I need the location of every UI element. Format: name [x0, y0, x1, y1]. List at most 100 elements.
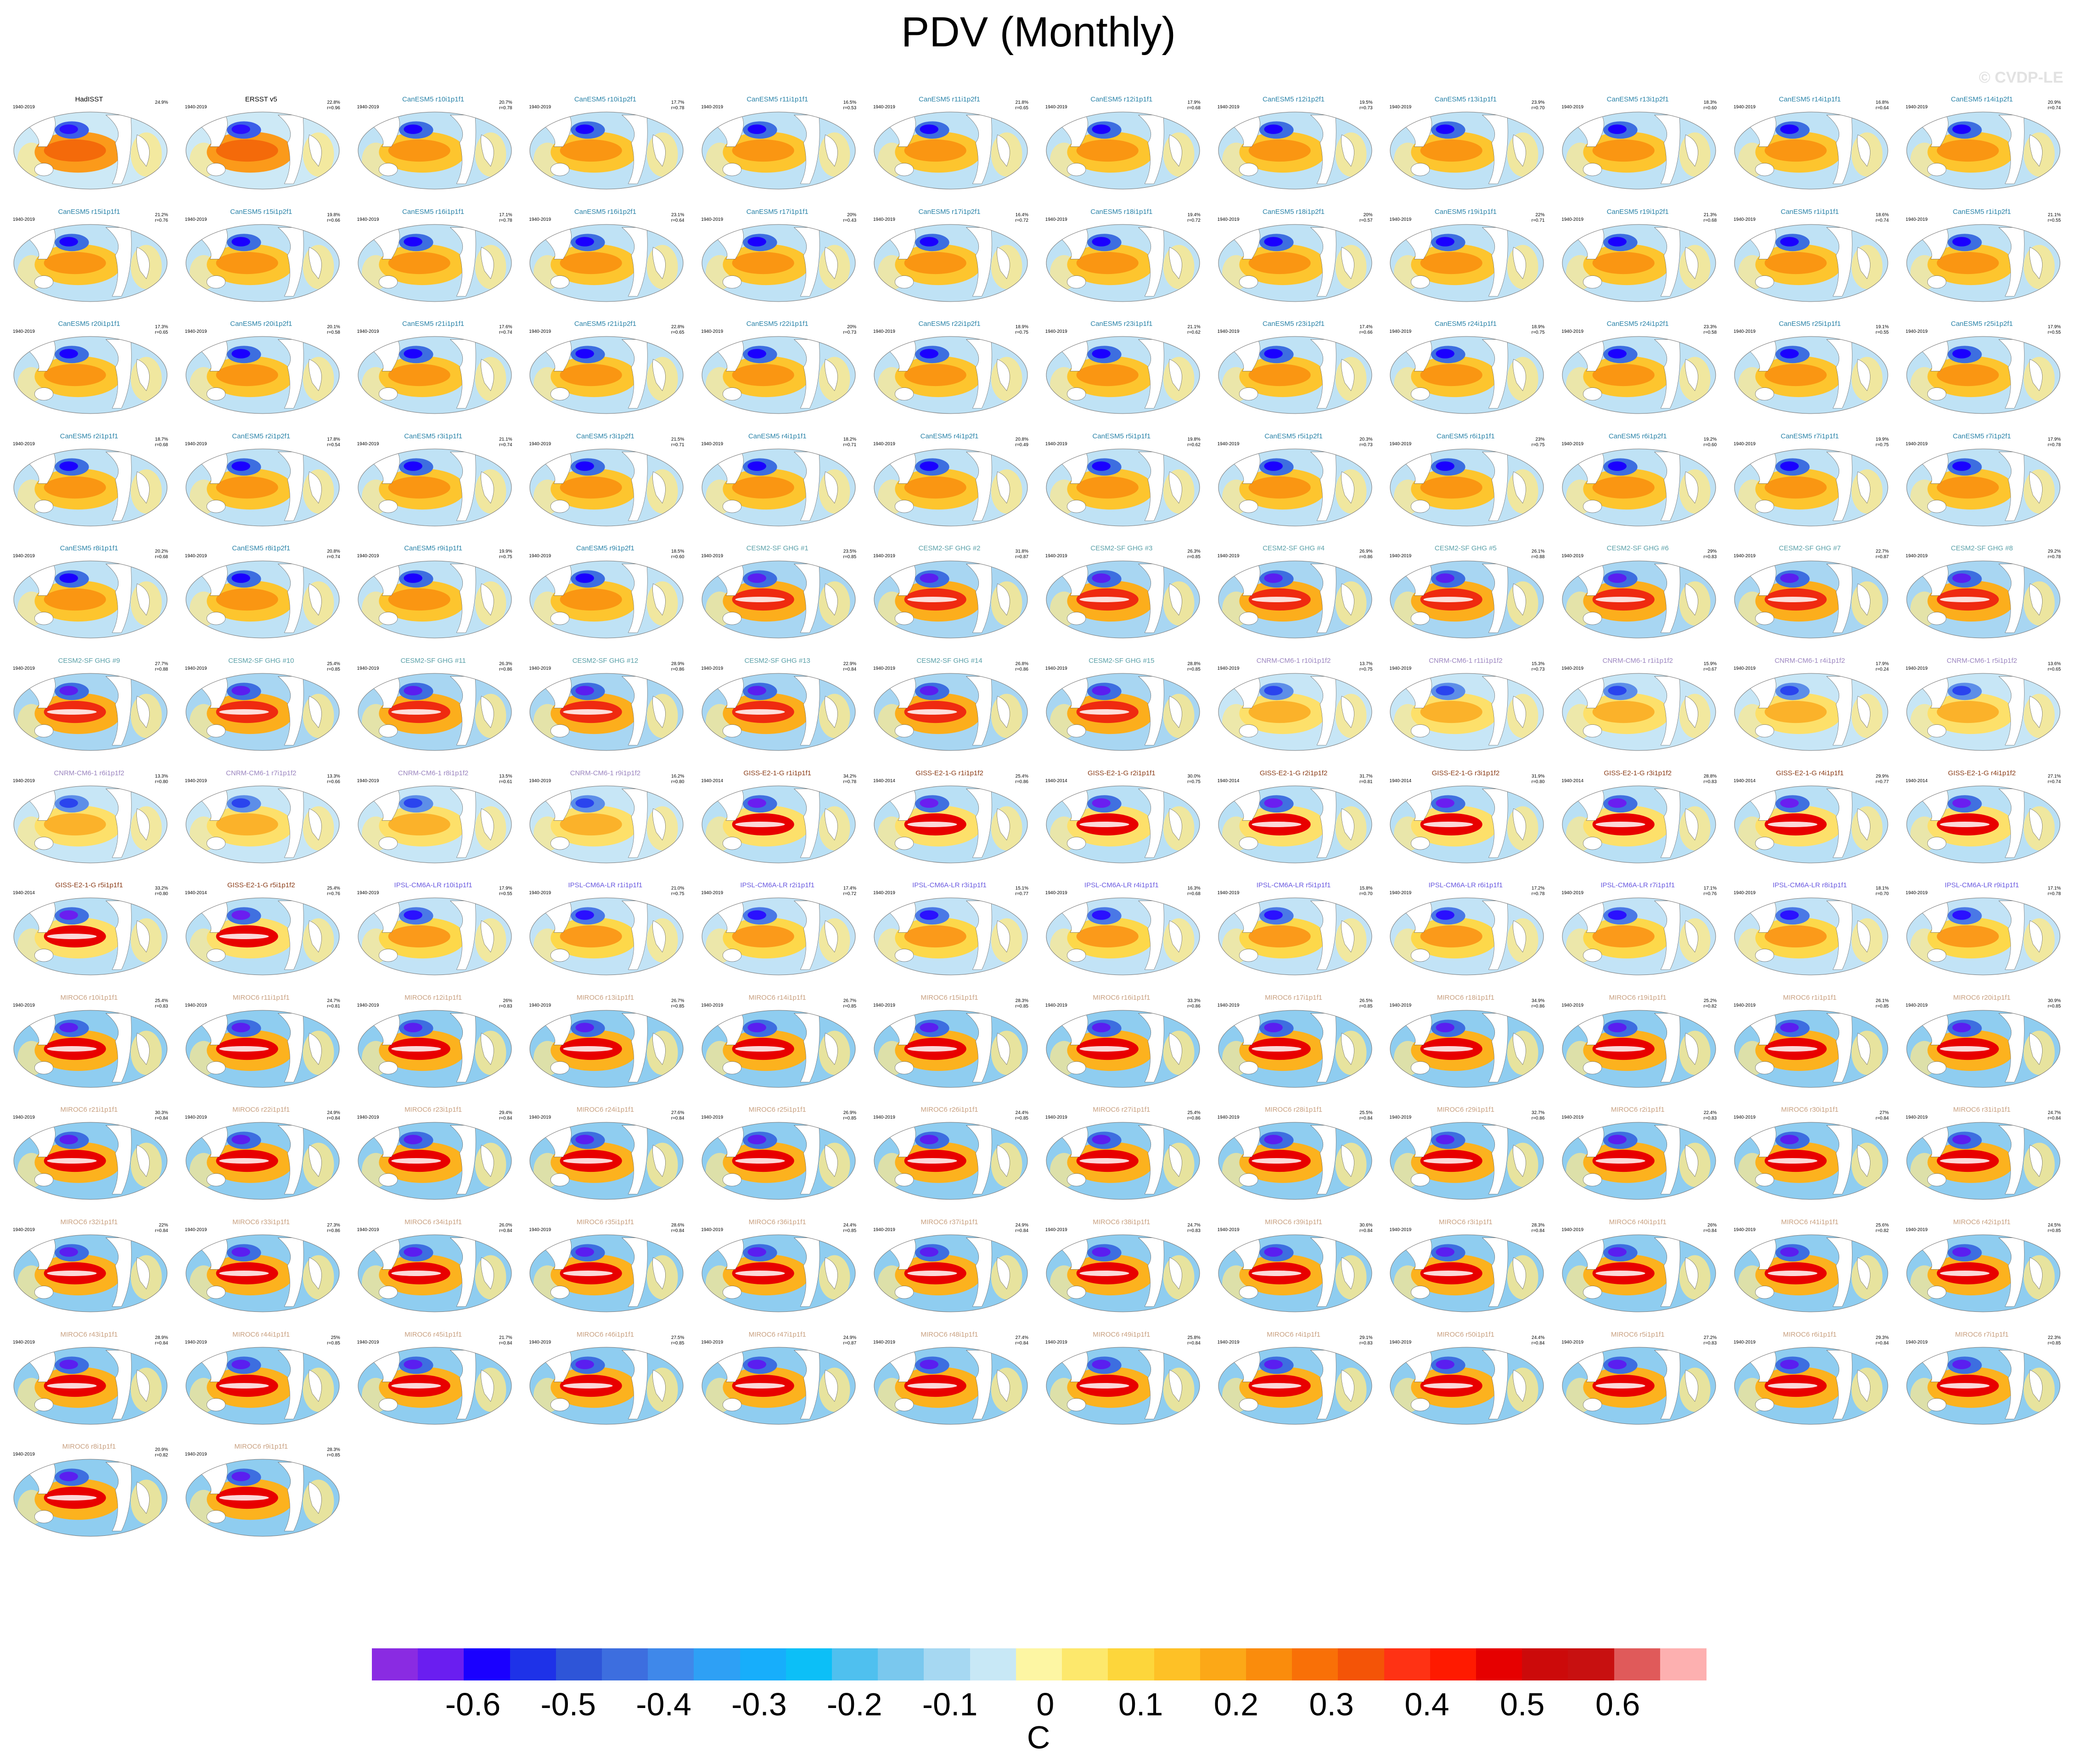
panel-variance-pct: 18.9%	[1015, 325, 1028, 330]
map-panel: CanESM5 r10i1p2f1 1940-2019 17.7% r=0.78	[522, 95, 688, 206]
map-panel: MIROC6 r7i1p1f1 1940-2019 22.3% r=0.85	[1899, 1331, 2065, 1441]
panel-pattern-correlation: r=0.87	[843, 1340, 857, 1346]
panel-pattern-correlation: r=0.84	[1531, 1228, 1545, 1233]
map-panel: CNRM-CM6-1 r11i1p1f2 1940-2019 15.3% r=0.73	[1383, 657, 1548, 767]
panel-period: 1940-2019	[1561, 1339, 1584, 1345]
panel-variance-pct: 22.7%	[1875, 549, 1889, 554]
panel-period: 1940-2019	[1217, 1115, 1240, 1120]
panel-variance-pct: 24.7%	[1187, 1223, 1201, 1228]
panel-title: CESM2-SF GHG #6	[1606, 544, 1669, 553]
panel-pattern-correlation: r=0.85	[1359, 1003, 1373, 1009]
panel-variance-pct: 25%	[331, 1335, 340, 1340]
panel-title: MIROC6 r33i1p1f1	[232, 1218, 290, 1226]
panel-title: MIROC6 r13i1p1f1	[576, 993, 634, 1002]
map-panel: CESM2-SF GHG #12 1940-2019 28.9% r=0.86	[522, 657, 688, 767]
panel-period: 1940-2019	[1045, 441, 1067, 447]
map-panel: MIROC6 r13i1p1f1 1940-2019 26.7% r=0.85	[522, 994, 688, 1104]
panel-period: 1940-2019	[1389, 554, 1412, 559]
sst-pattern-map	[874, 1234, 1028, 1312]
panel-pattern-correlation: r=0.84	[1875, 1116, 1889, 1121]
panel-pattern-correlation: r=0.80	[1531, 779, 1545, 784]
panel-period: 1940-2019	[1734, 329, 1756, 335]
panel-period: 1940-2019	[1389, 105, 1412, 110]
map-panel: CESM2-SF GHG #13 1940-2019 22.9% r=0.84	[695, 657, 860, 767]
panel-title: IPSL-CM6A-LR r5i1p1f1	[1256, 881, 1331, 890]
panel-pattern-correlation: r=0.84	[499, 1340, 512, 1346]
sst-pattern-map	[1906, 1234, 2060, 1312]
colorbar-segment	[694, 1648, 741, 1680]
panel-period: 1940-2019	[1389, 1115, 1412, 1120]
panel-title: CanESM5 r12i1p2f1	[1263, 95, 1325, 103]
panel-period: 1940-2014	[873, 778, 895, 784]
colorbar-tick-label: 0.1	[1118, 1686, 1163, 1722]
panel-title: CNRM-CM6-1 r1i1p1f2	[1602, 657, 1673, 665]
panel-pattern-correlation: r=0.84	[843, 667, 857, 672]
map-panel: MIROC6 r32i1p1f1 1940-2019 22% r=0.84	[6, 1218, 172, 1328]
panel-pattern-correlation: r=0.85	[671, 1003, 685, 1009]
panel-title: CanESM5 r3i1p1f1	[404, 432, 462, 440]
colorbar-segment	[510, 1648, 556, 1680]
panel-period: 1940-2019	[1045, 1115, 1067, 1120]
panel-pattern-correlation: r=0.82	[1875, 1228, 1889, 1233]
panel-title: IPSL-CM6A-LR r6i1p1f1	[1428, 881, 1503, 890]
panel-pattern-correlation: r=0.57	[1359, 218, 1373, 223]
panel-period: 1940-2019	[1905, 1227, 1928, 1232]
sst-pattern-map	[1734, 336, 1888, 414]
panel-period: 1940-2019	[357, 1227, 379, 1232]
panel-pattern-correlation: r=0.75	[1531, 442, 1545, 448]
sst-pattern-map	[702, 112, 856, 190]
panel-pattern-correlation: r=0.54	[327, 442, 340, 448]
sst-pattern-map	[1218, 1347, 1372, 1425]
panel-period: 1940-2019	[357, 554, 379, 559]
map-panel: CESM2-SF GHG #6 1940-2019 29% r=0.83	[1555, 544, 1720, 655]
panel-pattern-correlation: r=0.72	[1187, 218, 1201, 223]
panel-period: 1940-2019	[1389, 1339, 1412, 1345]
map-panel: CanESM5 r1i1p2f1 1940-2019 21.1% r=0.55	[1899, 208, 2065, 318]
panel-title: MIROC6 r24i1p1f1	[576, 1106, 634, 1114]
colorbar-segment	[1292, 1648, 1338, 1680]
panel-pattern-correlation: r=0.78	[2048, 554, 2061, 560]
colorbar-tick-label: 0.5	[1500, 1686, 1545, 1722]
panel-title: CESM2-SF GHG #3	[1090, 544, 1153, 553]
panel-pattern-correlation: r=0.78	[499, 106, 512, 111]
sst-pattern-map	[13, 897, 168, 975]
colorbar-segment	[1154, 1648, 1201, 1680]
panel-period: 1940-2019	[529, 890, 551, 896]
panel-period: 1940-2014	[701, 778, 724, 784]
panel-title: CanESM5 r17i1p2f1	[918, 207, 981, 216]
panel-title: CanESM5 r10i1p2f1	[574, 95, 636, 103]
map-panel: GISS-E2-1-G r2i1p1f2 1940-2014 31.7% r=0.81	[1211, 769, 1376, 879]
panel-title: MIROC6 r41i1p1f1	[1781, 1218, 1839, 1226]
panel-title: CanESM5 r10i1p1f1	[402, 95, 465, 103]
panel-period: 1940-2019	[1905, 666, 1928, 671]
panel-period: 1940-2019	[1734, 1002, 1756, 1008]
panel-variance-pct: 18.7%	[155, 437, 168, 442]
map-panel: MIROC6 r33i1p1f1 1940-2019 27.3% r=0.86	[179, 1218, 344, 1328]
panel-variance-pct: 25.5%	[1359, 1110, 1373, 1116]
sst-pattern-map	[1218, 336, 1372, 414]
map-panel: HadISST 1940-2019 24.9%	[6, 95, 172, 206]
panel-period: 1940-2019	[873, 217, 895, 222]
sst-pattern-map	[1390, 112, 1544, 190]
map-panel: CanESM5 r3i1p2f1 1940-2019 21.5% r=0.71	[522, 432, 688, 543]
sst-pattern-map	[1218, 1234, 1372, 1312]
map-panel: IPSL-CM6A-LR r6i1p1f1 1940-2019 17.2% r=0.7…	[1383, 881, 1548, 991]
panel-pattern-correlation: r=0.68	[155, 442, 168, 448]
sst-pattern-map	[1906, 1122, 2060, 1200]
panel-period: 1940-2019	[1045, 1339, 1067, 1345]
panel-variance-pct: 28.8%	[1187, 661, 1201, 666]
panel-variance-pct: 20.9%	[155, 1447, 168, 1453]
panel-variance-pct: 13.3%	[155, 773, 168, 779]
panel-title: MIROC6 r45i1p1f1	[404, 1330, 462, 1338]
panel-period: 1940-2019	[185, 1002, 207, 1008]
panel-title: MIROC6 r5i1p1f1	[1611, 1330, 1665, 1338]
panel-title: CanESM5 r15i1p1f1	[58, 207, 120, 216]
panel-period: 1940-2019	[357, 778, 379, 784]
map-panel: CanESM5 r16i1p2f1 1940-2019 23.1% r=0.64	[522, 208, 688, 318]
panel-variance-pct: 15.9%	[1703, 661, 1717, 666]
panel-title: CanESM5 r23i1p1f1	[1090, 320, 1153, 328]
panel-pattern-correlation: r=0.85	[1875, 1003, 1889, 1009]
panel-title: MIROC6 r17i1p1f1	[1265, 993, 1323, 1002]
panel-period: 1940-2019	[1045, 890, 1067, 896]
